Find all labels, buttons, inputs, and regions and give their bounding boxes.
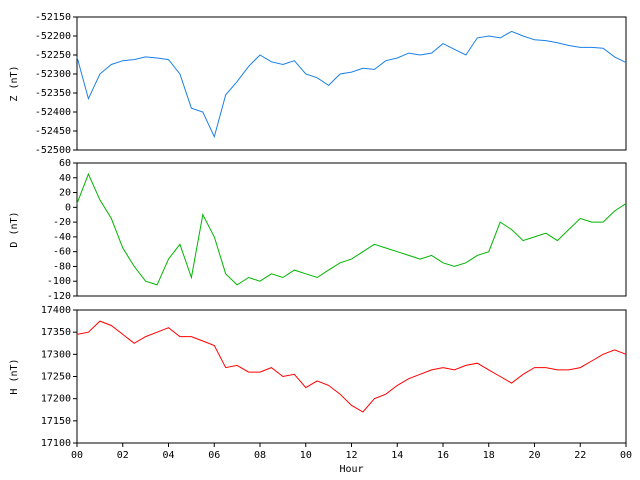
plot-frame [76, 162, 627, 297]
y-tick-label: -52450 [35, 126, 71, 137]
plot-frame [76, 309, 627, 444]
y-tick-label: -52150 [35, 12, 71, 23]
y-axis-label: Z (nT) [9, 65, 20, 101]
x-tick-label: 16 [437, 450, 449, 461]
y-tick-label: -80 [53, 261, 71, 272]
y-axis-label: H (nT) [9, 358, 20, 394]
y-tick-label: -40 [53, 232, 71, 243]
y-tick-label: 0 [65, 202, 71, 213]
data-line [76, 30, 627, 139]
y-tick-label: 17100 [41, 438, 71, 449]
y-tick-label: -52300 [35, 69, 71, 80]
y-axis-label: D (nT) [9, 211, 20, 247]
x-tick-label: 20 [528, 450, 540, 461]
y-tick-label: -52200 [35, 31, 71, 42]
y-tick-label: 17350 [41, 327, 71, 338]
y-tick-label: 17300 [41, 349, 71, 360]
x-axis-label: Hour [339, 464, 363, 475]
y-tick-label: -52400 [35, 107, 71, 118]
x-tick-label: 12 [345, 450, 357, 461]
data-line [76, 172, 627, 286]
x-tick-label: 22 [574, 450, 586, 461]
x-tick-label: 00 [620, 450, 632, 461]
x-tick-label: 18 [483, 450, 495, 461]
y-tick-label: 17250 [41, 372, 71, 383]
y-tick-label: -52500 [35, 145, 71, 156]
x-tick-label: 02 [117, 450, 129, 461]
y-tick-label: -52350 [35, 88, 71, 99]
y-tick-label: 20 [59, 188, 71, 199]
y-tick-label: 17150 [41, 416, 71, 427]
y-tick-label: -120 [47, 291, 71, 302]
plot-frame [76, 16, 627, 151]
y-tick-label: -100 [47, 276, 71, 287]
y-tick-label: 17400 [41, 305, 71, 316]
y-tick-label: 17200 [41, 394, 71, 405]
y-tick-label: -20 [53, 217, 71, 228]
x-tick-label: 00 [71, 450, 83, 461]
data-line [76, 320, 627, 413]
y-tick-label: 60 [59, 158, 71, 169]
x-tick-label: 14 [391, 450, 403, 461]
x-tick-label: 06 [208, 450, 220, 461]
y-tick-label: -60 [53, 247, 71, 258]
x-tick-label: 04 [162, 450, 174, 461]
y-tick-label: 40 [59, 173, 71, 184]
x-tick-label: 10 [300, 450, 312, 461]
y-tick-label: -52250 [35, 50, 71, 61]
x-tick-label: 08 [254, 450, 266, 461]
